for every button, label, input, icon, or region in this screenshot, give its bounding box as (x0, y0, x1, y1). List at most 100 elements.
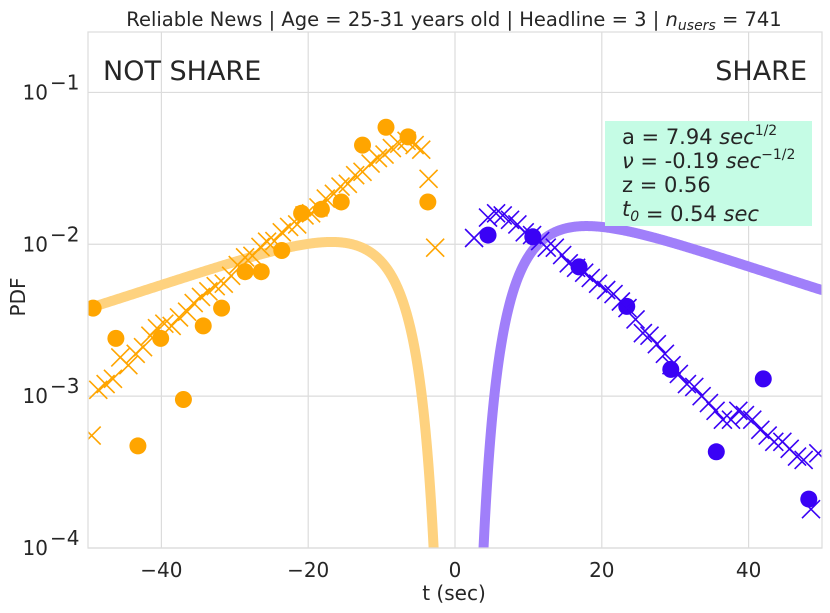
data-point (273, 242, 291, 260)
data-point (419, 193, 437, 211)
x-marker (537, 238, 557, 258)
x-marker (706, 401, 726, 421)
x-marker (184, 293, 204, 313)
x-marker (279, 217, 299, 237)
x-marker (633, 323, 653, 343)
x-marker (133, 337, 153, 357)
x-marker (294, 205, 315, 225)
x-marker (522, 225, 542, 245)
y-tick-exponent: −3 (50, 374, 79, 398)
data-points (88, 118, 822, 519)
x-marker (684, 377, 704, 397)
y-tick-exponent: −4 (50, 526, 79, 550)
x-marker (588, 274, 608, 294)
plot-border (87, 31, 823, 549)
x-marker (764, 432, 784, 452)
plot-frame (87, 31, 823, 549)
x-axis-label: t (sec) (422, 581, 486, 605)
param-2: ν = -0.19 sec−1/2 (622, 147, 795, 173)
chart-title: Reliable News | Age = 25-31 years old | … (126, 8, 781, 34)
x-marker (669, 364, 689, 384)
x-marker (647, 334, 667, 354)
x-marker (368, 148, 388, 168)
data-point (213, 299, 231, 317)
x-marker (486, 203, 506, 223)
x-marker (699, 393, 719, 413)
x-marker (625, 309, 646, 329)
y-tick-label: 10 (23, 232, 48, 256)
fit-curves (88, 221, 822, 548)
data-point (252, 263, 270, 281)
data-point (377, 118, 395, 136)
x-marker (330, 176, 351, 197)
x-marker (787, 447, 807, 467)
share-label: SHARE (715, 56, 807, 87)
x-marker (411, 140, 431, 160)
x-tick-label: 0 (449, 558, 462, 582)
y-tick-exponent: −2 (50, 222, 79, 246)
x-tick-label: −40 (140, 558, 182, 582)
x-marker (308, 197, 329, 217)
x-marker (515, 222, 535, 242)
share-fit-curve (478, 221, 822, 548)
y-tick-label: 10 (23, 536, 48, 560)
x-marker (464, 228, 484, 248)
x-marker (794, 450, 814, 470)
data-point (88, 299, 102, 317)
x-marker (389, 134, 409, 154)
x-tick-label: −20 (287, 558, 329, 582)
x-marker (728, 401, 748, 421)
x-marker (801, 499, 821, 519)
x-marker (713, 410, 733, 430)
y-tick-exponent: −1 (50, 70, 79, 94)
not-share-label: NOT SHARE (103, 56, 261, 87)
x-marker (677, 374, 697, 394)
x-marker (661, 355, 682, 375)
param-box-background (605, 121, 812, 226)
data-point (194, 317, 212, 335)
param-1: a = 7.94 sec1/2 (622, 123, 777, 149)
not-share-simulated-series (88, 131, 445, 446)
data-point (129, 437, 147, 455)
share-simulated-series (464, 203, 822, 519)
data-point (754, 370, 772, 388)
data-point (174, 391, 192, 409)
y-tick-label: 10 (23, 80, 48, 104)
data-point (354, 136, 372, 154)
x-marker (338, 174, 358, 194)
x-marker (617, 298, 638, 318)
x-marker (419, 169, 439, 189)
data-point (707, 443, 725, 461)
x-marker (162, 316, 182, 336)
data-point (107, 329, 125, 347)
not-share-observed-series (88, 118, 437, 455)
x-marker (154, 314, 174, 334)
not-share-fit-curve (88, 236, 439, 548)
x-marker (118, 355, 138, 375)
x-marker (655, 344, 675, 364)
data-point (479, 226, 497, 244)
data-point (662, 360, 680, 378)
x-marker (88, 426, 102, 446)
param-4: t0 = 0.54 sec (622, 197, 759, 226)
x-marker (552, 245, 572, 265)
x-marker (287, 214, 307, 235)
y-axis-label: PDF (6, 278, 30, 317)
x-marker (808, 443, 822, 463)
x-marker (721, 410, 741, 430)
fit-parameters-box: a = 7.94 sec1/2ν = -0.19 sec−1/2z = 0.56… (605, 121, 812, 226)
x-tick-label: 40 (736, 558, 761, 582)
x-marker (742, 410, 762, 430)
param-3: z = 0.56 (622, 173, 711, 197)
x-marker (235, 247, 255, 267)
x-marker (257, 232, 277, 252)
x-marker (221, 266, 241, 286)
x-tick-label: 20 (589, 558, 614, 582)
x-marker (103, 369, 123, 389)
x-marker (425, 238, 445, 258)
x-marker (345, 165, 365, 185)
x-marker (206, 276, 226, 296)
y-tick-label: 10 (23, 384, 48, 408)
